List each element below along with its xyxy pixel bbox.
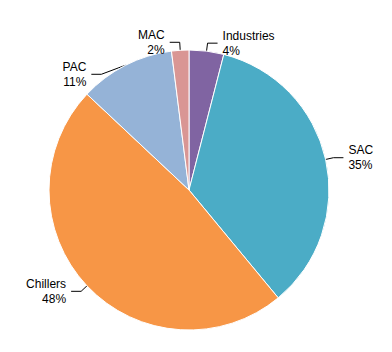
svg-text:PAC: PAC (63, 60, 87, 74)
svg-text:48%: 48% (42, 292, 66, 306)
svg-text:Industries: Industries (223, 29, 275, 43)
svg-text:Chillers: Chillers (26, 277, 66, 291)
svg-text:2%: 2% (147, 43, 165, 57)
svg-text:4%: 4% (223, 44, 241, 58)
svg-text:SAC: SAC (348, 143, 373, 157)
svg-text:MAC: MAC (138, 28, 165, 42)
svg-text:11%: 11% (63, 75, 86, 89)
svg-text:35%: 35% (348, 158, 372, 172)
